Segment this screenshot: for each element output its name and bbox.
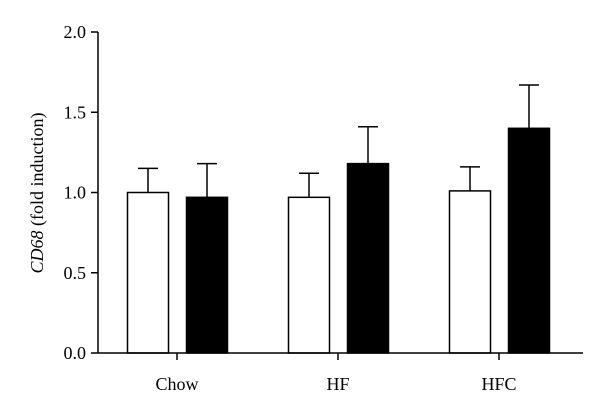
y-axis-label-rest: (fold induction) — [27, 113, 48, 231]
y-tick-label: 1.0 — [64, 183, 87, 203]
y-axis-label-italic: CD68 — [27, 230, 47, 273]
bar — [448, 190, 492, 354]
x-tick-label: Chow — [155, 374, 198, 394]
y-tick-label: 1.5 — [64, 102, 87, 122]
x-tick-label: HFC — [481, 374, 516, 394]
bar — [287, 196, 331, 354]
bar — [507, 127, 551, 354]
x-ticks-layer: Chow HF HFC — [155, 353, 517, 394]
y-ticks-layer: 0.0 0.5 1.0 1.5 2.0 — [64, 22, 98, 363]
y-axis-label: CD68 (fold induction) — [27, 113, 48, 274]
y-tick-label: 0.0 — [64, 343, 87, 363]
x-tick-label: HF — [326, 374, 349, 394]
y-tick-label: 0.5 — [64, 263, 87, 283]
bar — [185, 196, 229, 354]
bar — [126, 191, 170, 354]
error-bars-layer — [138, 84, 539, 198]
bar — [346, 162, 390, 354]
y-tick-label: 2.0 — [64, 22, 87, 42]
bars-layer — [126, 127, 551, 354]
